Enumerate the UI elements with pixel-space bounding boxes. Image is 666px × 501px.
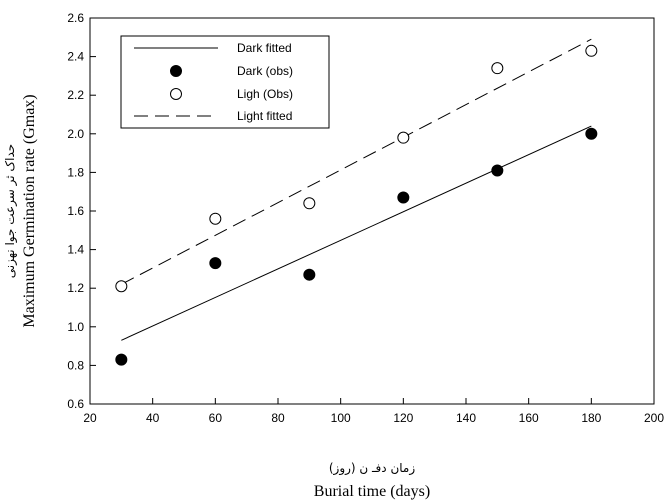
legend-label: Dark fitted bbox=[237, 41, 292, 55]
light-obs-point bbox=[585, 44, 598, 57]
light-obs-point bbox=[397, 131, 410, 144]
y-tick-label: 1.6 bbox=[67, 204, 84, 218]
legend: Dark fitted Dark (obs) Ligh (Obs) Light fit… bbox=[120, 35, 330, 129]
y-tick-label: 2.6 bbox=[67, 11, 84, 25]
y-tick-label: 1.0 bbox=[67, 320, 84, 334]
y-axis-label: Maximum Germination rate (Gmax) bbox=[21, 94, 38, 327]
y-tick-label: 0.8 bbox=[67, 358, 84, 372]
dark-fitted-line bbox=[121, 125, 592, 341]
x-tick-label: 60 bbox=[209, 411, 223, 425]
y-tick-label: 1.4 bbox=[67, 243, 84, 257]
y-tick-label: 2.2 bbox=[67, 88, 84, 102]
y-tick-label: 2.4 bbox=[67, 50, 84, 64]
light-obs-point bbox=[491, 62, 504, 75]
series-layer bbox=[115, 38, 598, 366]
y-tick-label: 2.0 bbox=[67, 127, 84, 141]
light-obs-point bbox=[303, 197, 316, 210]
x-tick-label: 20 bbox=[83, 411, 97, 425]
x-tick-label: 120 bbox=[393, 411, 413, 425]
x-axis-label-fa: زمان دفـ ن (روز) bbox=[329, 461, 415, 476]
dark-obs-point bbox=[491, 164, 504, 177]
x-tick-label: 100 bbox=[331, 411, 351, 425]
x-tick-label: 160 bbox=[519, 411, 539, 425]
legend-box bbox=[120, 35, 330, 129]
y-tick-label: 1.8 bbox=[67, 165, 84, 179]
legend-label: Light fitted bbox=[237, 109, 292, 123]
y-tick-label: 1.2 bbox=[67, 281, 84, 295]
dark-obs-point bbox=[209, 257, 222, 270]
x-tick-label: 80 bbox=[271, 411, 285, 425]
x-tick-label: 140 bbox=[456, 411, 476, 425]
legend-symbol-marker bbox=[170, 65, 182, 77]
axes: 20 40 60 80 100 120 140 160 180 200 0.6 0.8 1.0 1.2 1.… bbox=[67, 11, 664, 425]
y-tick-label: 0.6 bbox=[67, 397, 84, 411]
dark-obs-point bbox=[303, 268, 316, 281]
x-tick-label: 180 bbox=[581, 411, 601, 425]
y-axis-label-fa: حداک ثر سرعت جوا نهزنی bbox=[3, 144, 18, 278]
x-axis-label: Burial time (days) bbox=[314, 483, 430, 500]
x-tick-label: 40 bbox=[146, 411, 160, 425]
dark-obs-point bbox=[115, 353, 128, 366]
legend-label: Ligh (Obs) bbox=[237, 87, 293, 101]
legend-label: Dark (obs) bbox=[237, 64, 293, 78]
light-obs-point bbox=[209, 212, 222, 225]
light-obs-point bbox=[115, 280, 128, 293]
legend-symbol-marker bbox=[170, 88, 182, 100]
light-fitted-line bbox=[121, 38, 592, 285]
dark-obs-point bbox=[397, 191, 410, 204]
dark-obs-point bbox=[585, 127, 598, 140]
x-tick-label: 200 bbox=[644, 411, 664, 425]
